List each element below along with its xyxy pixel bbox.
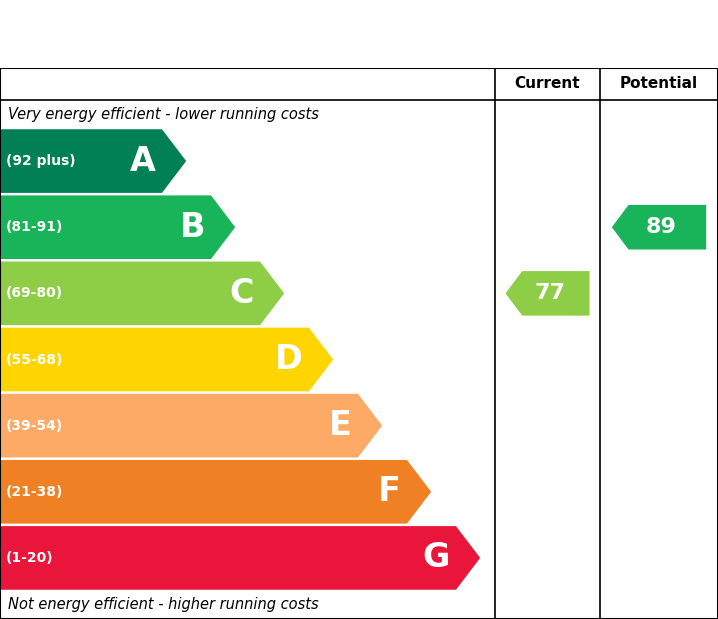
Polygon shape [0, 526, 480, 590]
Text: (92 plus): (92 plus) [6, 154, 75, 168]
Text: (21-38): (21-38) [6, 485, 63, 499]
Text: Energy Efficiency Rating: Energy Efficiency Rating [22, 17, 482, 51]
Polygon shape [0, 262, 284, 325]
Polygon shape [0, 129, 186, 193]
Text: 77: 77 [534, 284, 566, 303]
Text: (39-54): (39-54) [6, 418, 63, 433]
Text: Potential: Potential [620, 77, 698, 92]
Text: (1-20): (1-20) [6, 551, 54, 565]
Text: F: F [378, 475, 401, 508]
Polygon shape [612, 205, 707, 249]
Text: C: C [230, 277, 254, 310]
Polygon shape [0, 327, 333, 391]
Text: G: G [423, 542, 450, 574]
Text: (81-91): (81-91) [6, 220, 63, 234]
Polygon shape [0, 460, 431, 524]
Polygon shape [505, 271, 589, 316]
Text: Not energy efficient - higher running costs: Not energy efficient - higher running co… [8, 597, 319, 612]
Text: A: A [130, 145, 156, 178]
Text: Very energy efficient - lower running costs: Very energy efficient - lower running co… [8, 106, 319, 121]
Text: (69-80): (69-80) [6, 287, 63, 300]
Text: 89: 89 [646, 217, 677, 237]
Text: B: B [180, 210, 205, 244]
Text: Current: Current [515, 77, 580, 92]
Polygon shape [0, 394, 382, 457]
Text: (55-68): (55-68) [6, 352, 63, 366]
Polygon shape [0, 196, 236, 259]
Text: E: E [329, 409, 352, 442]
Text: D: D [275, 343, 303, 376]
